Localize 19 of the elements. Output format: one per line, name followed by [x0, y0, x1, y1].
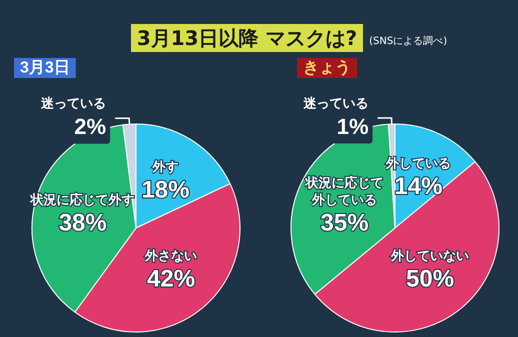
text: (SNSによる調べ): [369, 34, 448, 48]
data-label: 38%: [58, 209, 107, 236]
slice-label: 外す: [151, 159, 178, 174]
data-label: 2%: [74, 114, 106, 140]
data-label: 42%: [147, 265, 196, 292]
slice-label: 迷っている: [302, 96, 369, 111]
data-label: 1%: [336, 114, 369, 140]
chart-title: 3月3日: [20, 60, 70, 76]
slice-label: 外していない: [390, 248, 470, 263]
data-label: 35%: [320, 210, 369, 237]
slice-label: 外している: [384, 156, 451, 171]
data-label: 18%: [141, 176, 190, 204]
data-label: 50%: [406, 265, 454, 292]
slice-label: 迷っている: [40, 96, 106, 111]
text: 3月13日以降 マスクは?: [130, 24, 364, 52]
slice-label: 外さない: [144, 248, 198, 263]
slice-label: 状況に応じて外している: [304, 175, 384, 208]
chart-title: きょう: [303, 60, 351, 76]
data-label: 14%: [394, 173, 442, 200]
